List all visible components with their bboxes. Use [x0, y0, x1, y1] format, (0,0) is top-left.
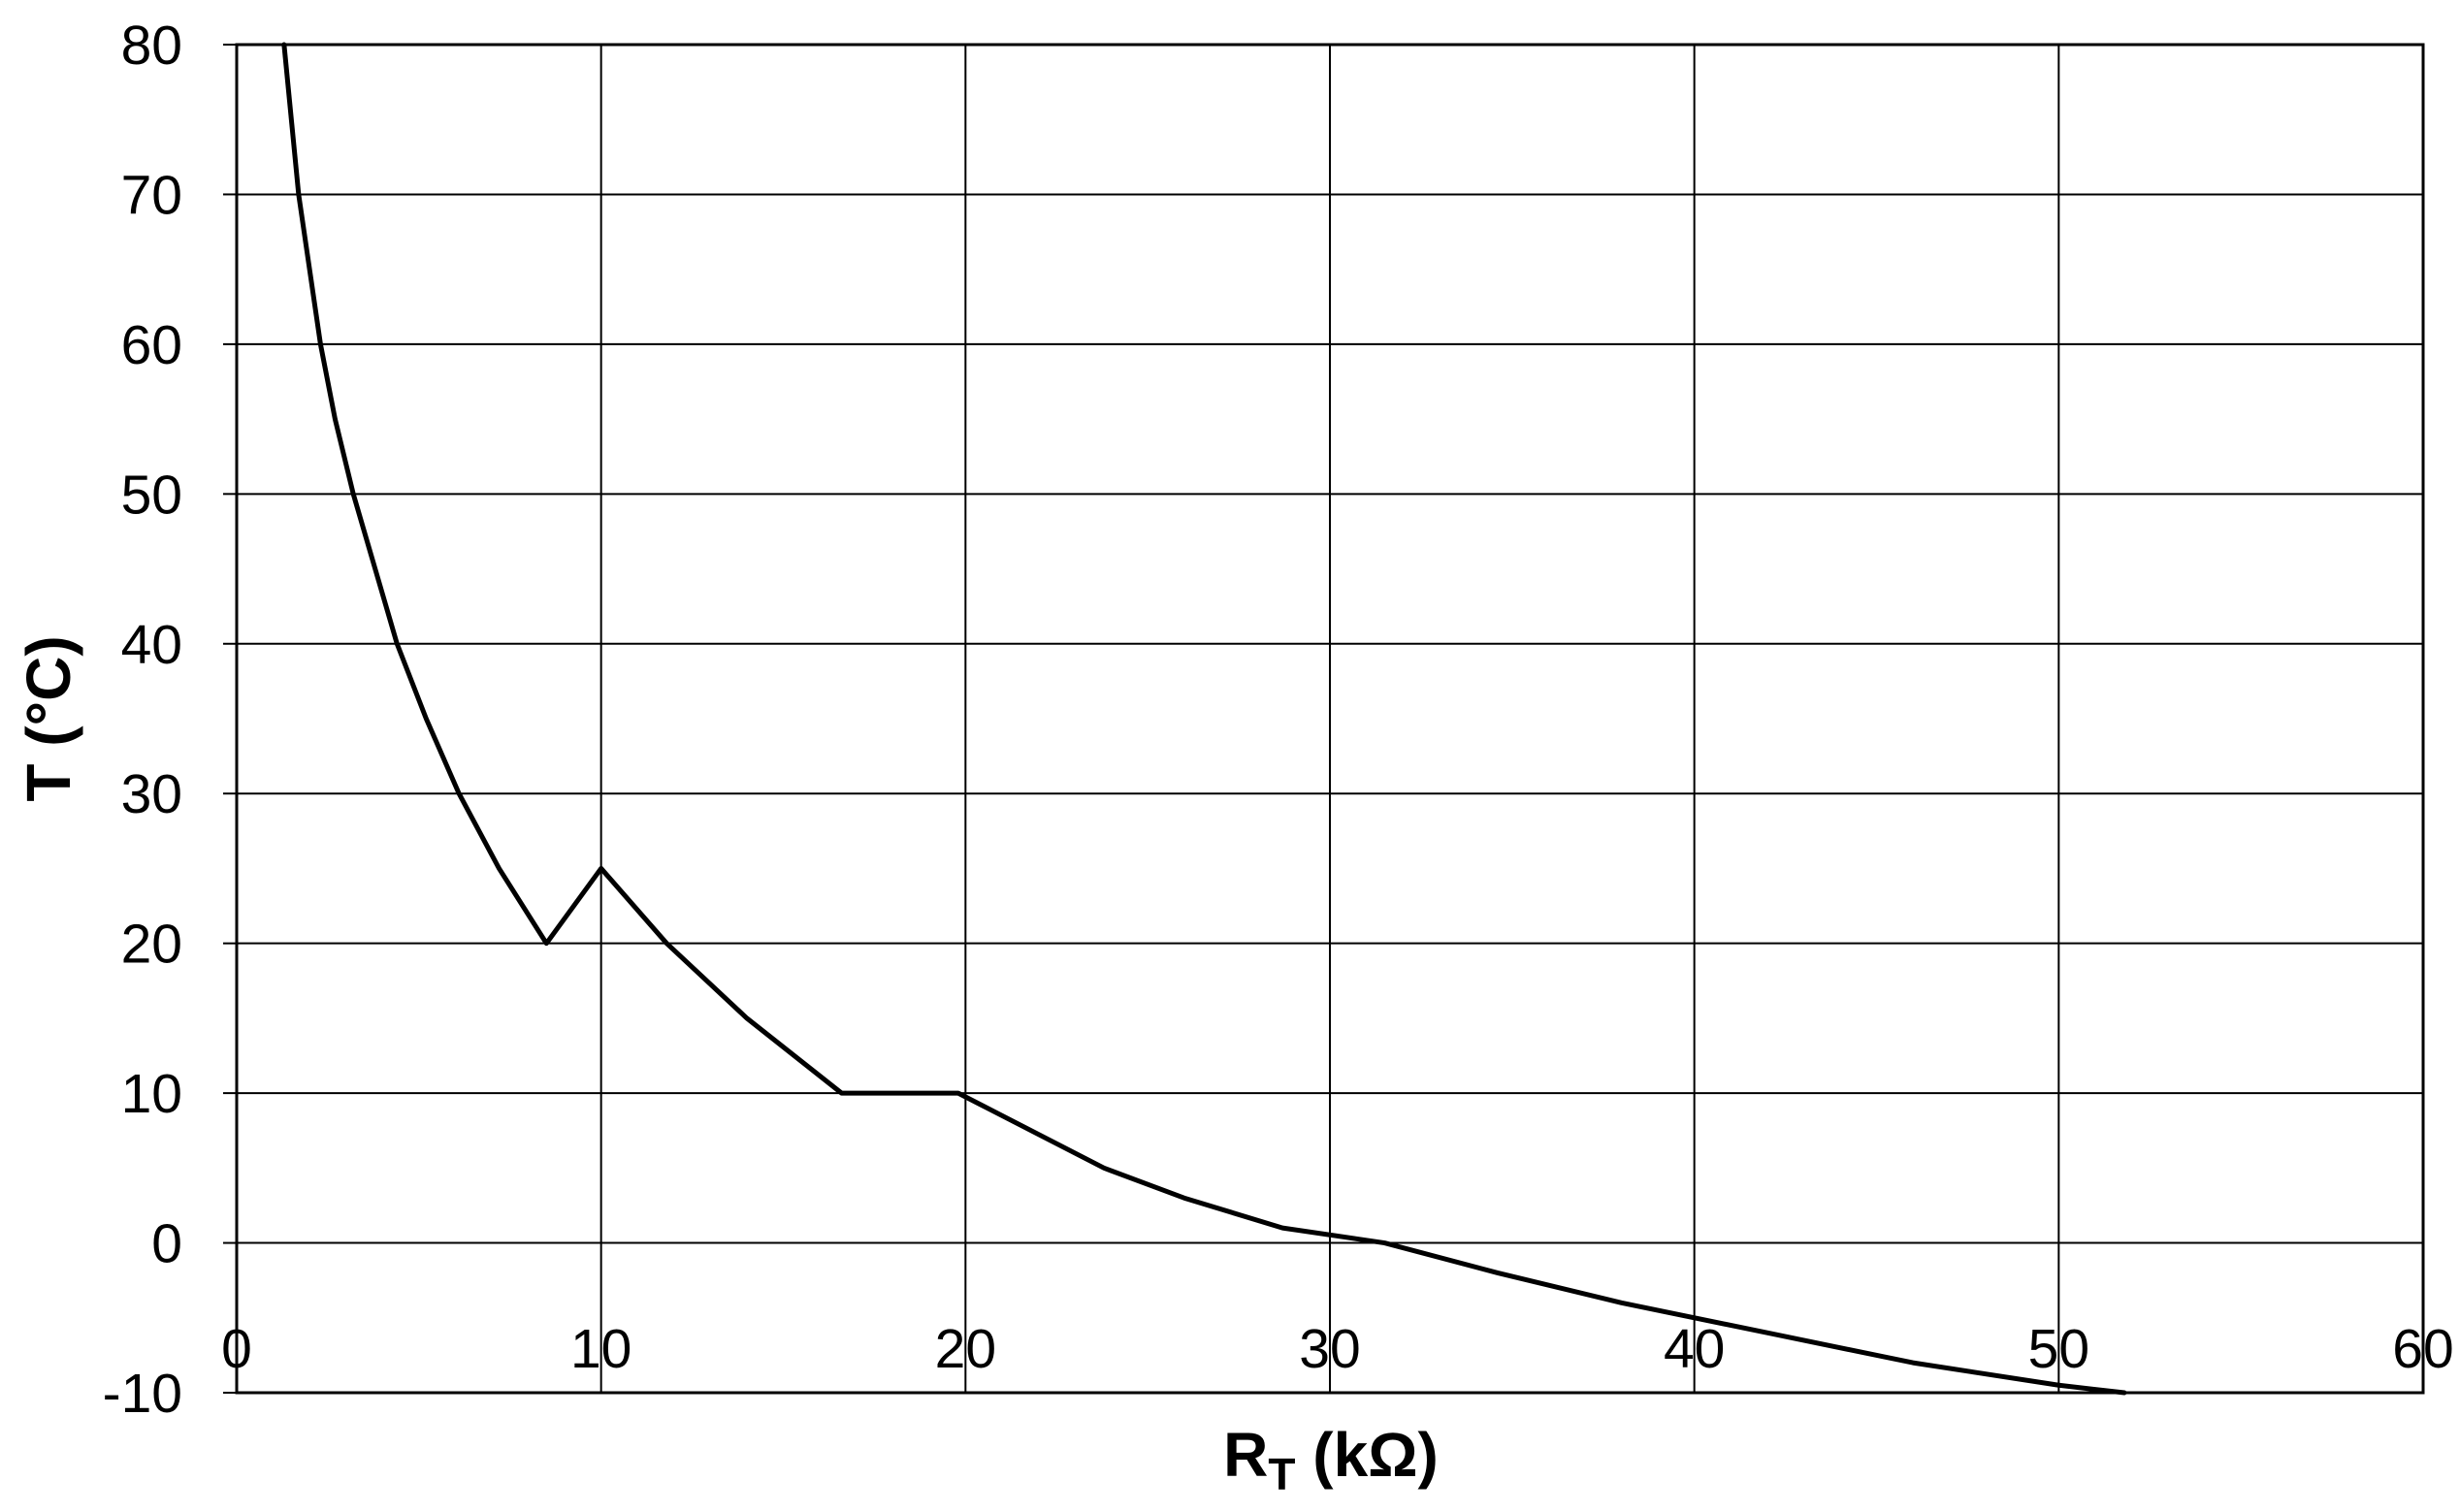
y-tick-label: 70	[121, 164, 182, 226]
x-tick-label: 30	[1299, 1318, 1360, 1380]
y-tick-label: -10	[103, 1363, 182, 1425]
y-tick-label: 0	[151, 1213, 182, 1275]
y-axis-title: T (°C)	[14, 635, 83, 801]
x-tick-label: 20	[935, 1318, 996, 1380]
plot-area-frame	[235, 43, 2425, 1395]
x-tick-label: 0	[221, 1318, 252, 1380]
series-line-temperature	[281, 42, 2127, 1396]
x-axis-title-main: R	[1223, 1420, 1268, 1490]
y-tick-label: 30	[121, 763, 182, 825]
y-tick-label: 20	[121, 914, 182, 976]
x-tick-label: 50	[2028, 1318, 2089, 1380]
x-axis-title-unit: (kΩ)	[1296, 1420, 1439, 1490]
y-tick-label: 50	[121, 464, 182, 526]
x-tick-label: 60	[2392, 1318, 2453, 1380]
y-tick-label: 40	[121, 614, 182, 676]
y-tick-label: 80	[121, 15, 182, 77]
y-tick-label: 10	[121, 1063, 182, 1125]
x-tick-label: 40	[1664, 1318, 1725, 1380]
x-axis-title-subscript: T	[1268, 1449, 1295, 1499]
y-tick-label: 60	[121, 314, 182, 376]
axis-tick-labels: 0 10 20 30 40 50 60 -10 0 10 20 30 40 50 60 70 80	[103, 15, 2454, 1425]
x-tick-label: 10	[570, 1318, 631, 1380]
gridlines	[223, 44, 2424, 1394]
x-axis-title: RT (kΩ)	[1223, 1420, 1439, 1499]
